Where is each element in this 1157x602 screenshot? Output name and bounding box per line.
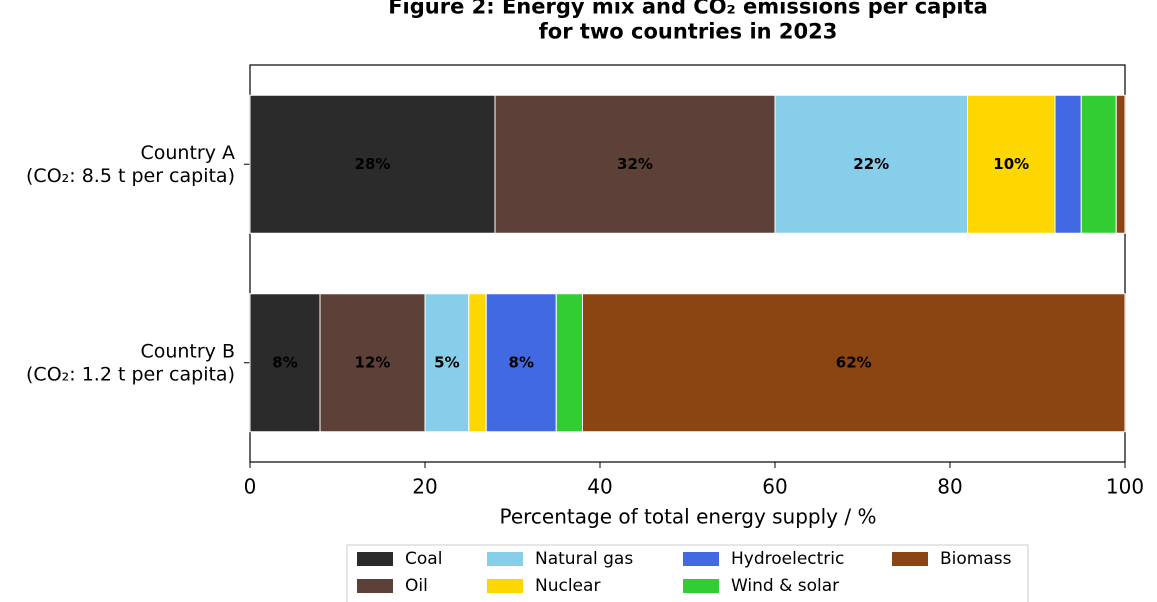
bar-segment — [555, 293, 583, 433]
legend-label: Nuclear — [535, 576, 600, 596]
x-tick-label: 60 — [762, 475, 787, 499]
y-tick-label: Country B (CO₂: 1.2 t per capita) — [26, 340, 235, 385]
x-tick-label: 80 — [937, 475, 962, 499]
legend-label: Oil — [405, 576, 428, 596]
bar-segment — [1080, 94, 1117, 234]
legend-swatch — [892, 552, 928, 566]
bar-segment — [494, 94, 776, 234]
bar-segment — [1115, 94, 1126, 234]
data-label: 32% — [617, 155, 653, 173]
bar-segment — [1054, 94, 1082, 234]
legend-label: Natural gas — [535, 549, 633, 569]
x-tick-label: 20 — [412, 475, 437, 499]
data-label: 28% — [355, 155, 391, 173]
legend-swatch — [487, 579, 523, 593]
x-tick-label: 40 — [587, 475, 612, 499]
chart-title: Figure 2: Energy mix and CO₂ emissions p… — [388, 0, 988, 44]
data-label: 22% — [853, 155, 889, 173]
data-label: 10% — [993, 155, 1029, 173]
legend-swatch — [487, 552, 523, 566]
bar-segment — [485, 293, 557, 433]
data-label: 8% — [509, 353, 534, 371]
bar-segment — [319, 293, 426, 433]
legend-label: Coal — [405, 549, 442, 569]
legend-label: Biomass — [940, 549, 1012, 569]
bar-segment — [249, 94, 496, 234]
x-tick-label: 0 — [244, 475, 257, 499]
bar-segment — [582, 293, 1126, 433]
y-tick-label: Country A (CO₂: 8.5 t per capita) — [26, 141, 235, 186]
legend-swatch — [683, 579, 719, 593]
legend-swatch — [357, 552, 393, 566]
legend-swatch — [683, 552, 719, 566]
x-tick-label: 100 — [1106, 475, 1144, 499]
bar-segment — [249, 293, 321, 433]
data-label: 62% — [836, 353, 872, 371]
plot-frame — [249, 64, 1126, 463]
data-label: 12% — [355, 353, 391, 371]
legend-label: Hydroelectric — [731, 549, 844, 569]
x-axis-label: Percentage of total energy supply / % — [500, 505, 877, 529]
bar-segment — [424, 293, 470, 433]
data-label: 5% — [434, 353, 459, 371]
legend-label: Wind & solar — [731, 576, 839, 596]
legend-swatch — [357, 579, 393, 593]
bar-segment — [468, 293, 487, 433]
data-label: 8% — [272, 353, 297, 371]
